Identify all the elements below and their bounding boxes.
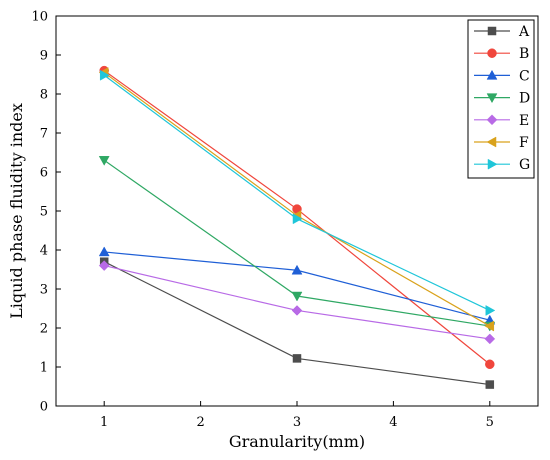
data-point	[292, 213, 303, 225]
data-point	[99, 69, 110, 81]
series-E	[98, 260, 496, 345]
series-F	[98, 67, 495, 332]
legend-entry-A: A	[474, 24, 530, 40]
legend-marker	[487, 48, 497, 58]
y-tick-label: 0	[40, 400, 48, 415]
legend-entry-D: D	[474, 91, 530, 107]
y-tick-label: 2	[40, 322, 48, 337]
legend-entry-G: G	[474, 157, 530, 173]
legend-entry-F: F	[474, 135, 529, 151]
legend-entry-B: B	[474, 46, 529, 62]
axis-ticks: 0 1 2 3 4 5 6 7 8 9 10 1 2 3 4 5	[31, 10, 493, 431]
legend-entry-C: C	[474, 68, 530, 84]
series-line	[103, 72, 491, 327]
data-point	[485, 380, 495, 389]
legend-label: G	[519, 157, 530, 173]
y-tick-label: 9	[40, 49, 48, 64]
x-tick-label: 4	[389, 415, 397, 430]
data-point	[485, 359, 495, 370]
data-point	[292, 354, 302, 363]
data-point	[291, 264, 303, 275]
series-D	[98, 156, 496, 332]
legend-marker	[486, 93, 498, 104]
series-layer	[98, 65, 496, 389]
data-point	[484, 320, 495, 332]
series-line	[103, 74, 491, 311]
legend-label: B	[519, 46, 529, 62]
legend-entry-E: E	[474, 113, 529, 129]
legend-label: D	[519, 91, 530, 107]
legend-label: C	[519, 68, 530, 84]
legend-marker	[487, 158, 498, 170]
series-A	[99, 257, 495, 389]
series-G	[99, 69, 496, 316]
x-tick-label: 2	[196, 415, 204, 430]
data-point	[485, 305, 496, 316]
legend-marker	[487, 26, 497, 36]
x-axis-title: Granularity(mm)	[229, 432, 365, 451]
data-point	[98, 260, 110, 271]
legend-label: F	[519, 135, 529, 151]
y-tick-label: 1	[40, 361, 48, 376]
legend-label: E	[519, 113, 529, 129]
x-tick-label: 5	[486, 415, 494, 430]
legend-marker	[486, 114, 498, 126]
y-tick-label: 3	[40, 283, 48, 298]
legend-marker	[486, 69, 498, 80]
series-line	[104, 265, 490, 340]
legend-frame	[467, 19, 535, 179]
y-tick-label: 8	[40, 88, 48, 103]
data-point	[291, 305, 303, 316]
data-point	[98, 156, 110, 166]
y-axis-title: Liquid phase fluidity index	[7, 103, 26, 319]
data-point	[484, 333, 496, 345]
legend-marker	[486, 136, 497, 148]
legend-label: A	[518, 24, 530, 40]
x-tick-label: 1	[100, 415, 108, 430]
data-point	[291, 291, 303, 302]
y-tick-label: 7	[40, 127, 48, 142]
data-point	[98, 246, 110, 257]
y-tick-label: 5	[40, 205, 48, 220]
y-tick-label: 10	[31, 10, 48, 25]
y-tick-label: 4	[40, 244, 48, 259]
series-line	[103, 261, 490, 386]
x-tick-label: 3	[293, 415, 301, 430]
y-tick-label: 6	[40, 166, 48, 181]
